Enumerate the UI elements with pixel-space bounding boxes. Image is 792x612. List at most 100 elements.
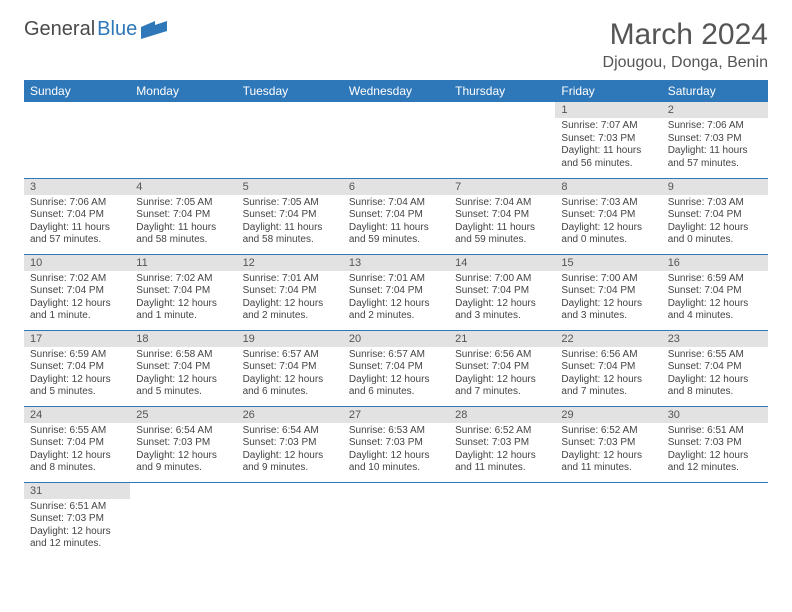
- day-details: Sunrise: 7:00 AMSunset: 7:04 PMDaylight:…: [449, 271, 555, 327]
- day-number: 21: [449, 331, 555, 347]
- sunset-text: Sunset: 7:04 PM: [561, 361, 655, 374]
- day-number: 13: [343, 255, 449, 271]
- sunset-text: Sunset: 7:04 PM: [30, 361, 124, 374]
- calendar-day-cell: 17Sunrise: 6:59 AMSunset: 7:04 PMDayligh…: [24, 330, 130, 406]
- sunrise-text: Sunrise: 6:59 AM: [668, 273, 762, 286]
- daylight-text: Daylight: 11 hours and 57 minutes.: [30, 222, 124, 247]
- calendar-day-cell: [343, 102, 449, 178]
- weekday-header: Thursday: [449, 80, 555, 102]
- day-details: Sunrise: 6:55 AMSunset: 7:04 PMDaylight:…: [24, 423, 130, 479]
- sunrise-text: Sunrise: 6:54 AM: [136, 425, 230, 438]
- brand-name-part2: Blue: [97, 18, 137, 41]
- day-number: 30: [662, 407, 768, 423]
- sunrise-text: Sunrise: 7:05 AM: [243, 197, 337, 210]
- day-number: 10: [24, 255, 130, 271]
- sunrise-text: Sunrise: 7:04 AM: [349, 197, 443, 210]
- sunset-text: Sunset: 7:04 PM: [668, 361, 762, 374]
- daylight-text: Daylight: 11 hours and 57 minutes.: [668, 145, 762, 170]
- calendar-day-cell: 22Sunrise: 6:56 AMSunset: 7:04 PMDayligh…: [555, 330, 661, 406]
- calendar-day-cell: 2Sunrise: 7:06 AMSunset: 7:03 PMDaylight…: [662, 102, 768, 178]
- calendar-day-cell: 7Sunrise: 7:04 AMSunset: 7:04 PMDaylight…: [449, 178, 555, 254]
- daylight-text: Daylight: 12 hours and 9 minutes.: [243, 450, 337, 475]
- brand-name-part1: General: [24, 18, 95, 41]
- calendar-day-cell: 31Sunrise: 6:51 AMSunset: 7:03 PMDayligh…: [24, 482, 130, 558]
- sunset-text: Sunset: 7:04 PM: [136, 361, 230, 374]
- day-number: 14: [449, 255, 555, 271]
- sunrise-text: Sunrise: 7:02 AM: [30, 273, 124, 286]
- sunrise-text: Sunrise: 7:00 AM: [455, 273, 549, 286]
- daylight-text: Daylight: 11 hours and 58 minutes.: [136, 222, 230, 247]
- sunrise-text: Sunrise: 6:57 AM: [349, 349, 443, 362]
- calendar-day-cell: 10Sunrise: 7:02 AMSunset: 7:04 PMDayligh…: [24, 254, 130, 330]
- weekday-header-row: Sunday Monday Tuesday Wednesday Thursday…: [24, 80, 768, 102]
- sunset-text: Sunset: 7:04 PM: [561, 209, 655, 222]
- day-number: 16: [662, 255, 768, 271]
- sunset-text: Sunset: 7:04 PM: [349, 361, 443, 374]
- weekday-header: Friday: [555, 80, 661, 102]
- calendar-day-cell: 20Sunrise: 6:57 AMSunset: 7:04 PMDayligh…: [343, 330, 449, 406]
- day-details: Sunrise: 6:54 AMSunset: 7:03 PMDaylight:…: [237, 423, 343, 479]
- day-number: 19: [237, 331, 343, 347]
- daylight-text: Daylight: 12 hours and 1 minute.: [30, 298, 124, 323]
- daylight-text: Daylight: 12 hours and 7 minutes.: [561, 374, 655, 399]
- day-details: Sunrise: 6:54 AMSunset: 7:03 PMDaylight:…: [130, 423, 236, 479]
- day-details: Sunrise: 6:51 AMSunset: 7:03 PMDaylight:…: [24, 499, 130, 555]
- day-details: Sunrise: 6:58 AMSunset: 7:04 PMDaylight:…: [130, 347, 236, 403]
- daylight-text: Daylight: 11 hours and 59 minutes.: [455, 222, 549, 247]
- sunset-text: Sunset: 7:04 PM: [349, 285, 443, 298]
- day-details: Sunrise: 6:56 AMSunset: 7:04 PMDaylight:…: [555, 347, 661, 403]
- sunset-text: Sunset: 7:04 PM: [668, 209, 762, 222]
- calendar-day-cell: 29Sunrise: 6:52 AMSunset: 7:03 PMDayligh…: [555, 406, 661, 482]
- sunset-text: Sunset: 7:04 PM: [455, 361, 549, 374]
- calendar-table: Sunday Monday Tuesday Wednesday Thursday…: [24, 80, 768, 558]
- sunrise-text: Sunrise: 6:55 AM: [30, 425, 124, 438]
- sunset-text: Sunset: 7:03 PM: [455, 437, 549, 450]
- sunrise-text: Sunrise: 7:01 AM: [349, 273, 443, 286]
- day-details: Sunrise: 7:06 AMSunset: 7:03 PMDaylight:…: [662, 118, 768, 174]
- daylight-text: Daylight: 12 hours and 0 minutes.: [668, 222, 762, 247]
- day-details: Sunrise: 6:59 AMSunset: 7:04 PMDaylight:…: [662, 271, 768, 327]
- sunset-text: Sunset: 7:04 PM: [349, 209, 443, 222]
- day-number: 22: [555, 331, 661, 347]
- calendar-day-cell: 30Sunrise: 6:51 AMSunset: 7:03 PMDayligh…: [662, 406, 768, 482]
- day-details: Sunrise: 6:57 AMSunset: 7:04 PMDaylight:…: [343, 347, 449, 403]
- day-number: 8: [555, 179, 661, 195]
- day-number: 29: [555, 407, 661, 423]
- sunset-text: Sunset: 7:04 PM: [243, 361, 337, 374]
- calendar-day-cell: 18Sunrise: 6:58 AMSunset: 7:04 PMDayligh…: [130, 330, 236, 406]
- daylight-text: Daylight: 12 hours and 6 minutes.: [243, 374, 337, 399]
- weekday-header: Monday: [130, 80, 236, 102]
- day-number: 9: [662, 179, 768, 195]
- day-number: 1: [555, 102, 661, 118]
- sunrise-text: Sunrise: 6:51 AM: [30, 501, 124, 514]
- weekday-header: Tuesday: [237, 80, 343, 102]
- sunrise-text: Sunrise: 7:04 AM: [455, 197, 549, 210]
- daylight-text: Daylight: 12 hours and 7 minutes.: [455, 374, 549, 399]
- day-details: Sunrise: 6:57 AMSunset: 7:04 PMDaylight:…: [237, 347, 343, 403]
- sunset-text: Sunset: 7:03 PM: [561, 437, 655, 450]
- calendar-day-cell: [237, 102, 343, 178]
- calendar-day-cell: [24, 102, 130, 178]
- day-details: Sunrise: 6:56 AMSunset: 7:04 PMDaylight:…: [449, 347, 555, 403]
- calendar-day-cell: 12Sunrise: 7:01 AMSunset: 7:04 PMDayligh…: [237, 254, 343, 330]
- day-details: Sunrise: 6:52 AMSunset: 7:03 PMDaylight:…: [449, 423, 555, 479]
- sunset-text: Sunset: 7:03 PM: [668, 437, 762, 450]
- calendar-week-row: 3Sunrise: 7:06 AMSunset: 7:04 PMDaylight…: [24, 178, 768, 254]
- day-details: Sunrise: 6:53 AMSunset: 7:03 PMDaylight:…: [343, 423, 449, 479]
- calendar-day-cell: 16Sunrise: 6:59 AMSunset: 7:04 PMDayligh…: [662, 254, 768, 330]
- calendar-day-cell: 6Sunrise: 7:04 AMSunset: 7:04 PMDaylight…: [343, 178, 449, 254]
- day-number: 2: [662, 102, 768, 118]
- daylight-text: Daylight: 12 hours and 5 minutes.: [30, 374, 124, 399]
- calendar-day-cell: 26Sunrise: 6:54 AMSunset: 7:03 PMDayligh…: [237, 406, 343, 482]
- sunrise-text: Sunrise: 6:56 AM: [455, 349, 549, 362]
- sunrise-text: Sunrise: 6:52 AM: [561, 425, 655, 438]
- sunrise-text: Sunrise: 7:06 AM: [30, 197, 124, 210]
- sunrise-text: Sunrise: 6:59 AM: [30, 349, 124, 362]
- sunrise-text: Sunrise: 6:51 AM: [668, 425, 762, 438]
- calendar-day-cell: [237, 482, 343, 558]
- day-details: Sunrise: 7:01 AMSunset: 7:04 PMDaylight:…: [237, 271, 343, 327]
- daylight-text: Daylight: 12 hours and 12 minutes.: [30, 526, 124, 551]
- day-details: Sunrise: 6:55 AMSunset: 7:04 PMDaylight:…: [662, 347, 768, 403]
- sunrise-text: Sunrise: 7:00 AM: [561, 273, 655, 286]
- sunset-text: Sunset: 7:04 PM: [243, 285, 337, 298]
